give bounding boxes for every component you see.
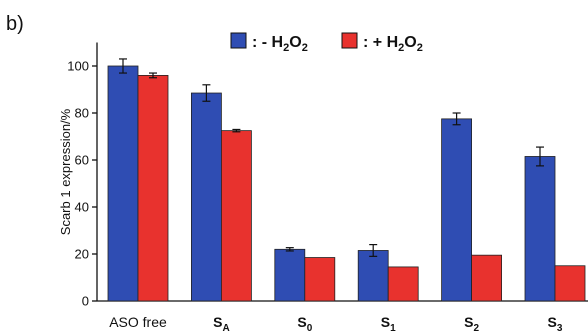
bar-plus — [471, 254, 503, 302]
bar-minus — [107, 65, 139, 302]
x-tick-label: S3 — [548, 314, 563, 334]
bar-plus — [387, 266, 419, 302]
panel-label: b) — [6, 13, 24, 35]
y-tick-label: 0 — [82, 294, 89, 309]
legend-label-plus: : + H2O2 — [363, 34, 423, 54]
legend-swatch-minus — [230, 32, 247, 49]
plot-area: 0 20 40 60 80 100 ASO free SA S0 S1 S2 S3 — [67, 42, 588, 334]
bar-minus — [357, 250, 389, 302]
x-tick-label: ASO free — [109, 314, 167, 330]
y-axis-label: Scarb 1 expression/% — [58, 108, 73, 235]
bar-minus — [274, 248, 306, 302]
y-tick-label: 100 — [67, 59, 89, 74]
bar-minus — [190, 92, 222, 302]
bar-plus — [554, 265, 586, 302]
y-tick-label: 40 — [75, 200, 89, 215]
legend-swatch-plus — [341, 32, 358, 49]
x-tick-label: S0 — [297, 314, 312, 334]
legend-label-minus: : - H2O2 — [252, 34, 308, 54]
x-tick-label: SA — [213, 314, 230, 334]
bar-minus — [524, 156, 556, 302]
y-tick-label: 20 — [75, 247, 89, 262]
x-tick-label: S1 — [381, 314, 396, 334]
bar-plus — [137, 75, 169, 302]
x-tick-label: S2 — [464, 314, 479, 334]
legend: : - H2O2 : + H2O2 — [230, 32, 423, 54]
bar-minus — [441, 118, 473, 302]
y-tick-label: 60 — [75, 153, 89, 168]
bar-plus — [304, 257, 336, 302]
y-tick-label: 80 — [75, 106, 89, 121]
bar-plus — [220, 130, 252, 302]
